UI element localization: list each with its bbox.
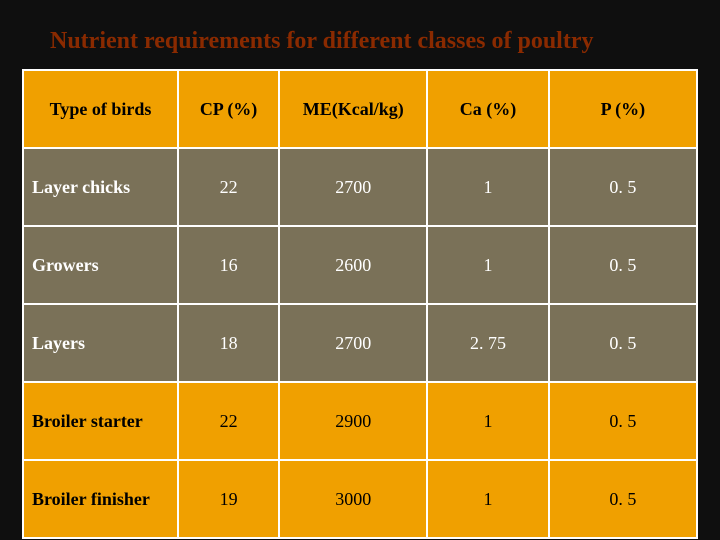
col-header: Type of birds: [23, 70, 178, 148]
cell-cp: 22: [178, 148, 279, 226]
col-header: Ca (%): [427, 70, 548, 148]
cell-me: 2600: [279, 226, 427, 304]
table-row: Broiler finisher 19 3000 1 0. 5: [23, 460, 697, 538]
cell-cp: 19: [178, 460, 279, 538]
cell-ca: 1: [427, 226, 548, 304]
slide-title: Nutrient requirements for different clas…: [50, 28, 698, 55]
cell-type: Layers: [23, 304, 178, 382]
cell-cp: 18: [178, 304, 279, 382]
cell-ca: 1: [427, 460, 548, 538]
cell-p: 0. 5: [549, 304, 697, 382]
cell-type: Growers: [23, 226, 178, 304]
table-header-row: Type of birds CP (%) ME(Kcal/kg) Ca (%) …: [23, 70, 697, 148]
cell-cp: 16: [178, 226, 279, 304]
cell-type: Broiler starter: [23, 382, 178, 460]
cell-p: 0. 5: [549, 148, 697, 226]
cell-p: 0. 5: [549, 460, 697, 538]
table-body: Layer chicks 22 2700 1 0. 5 Growers 16 2…: [23, 148, 697, 538]
cell-cp: 22: [178, 382, 279, 460]
table-row: Layers 18 2700 2. 75 0. 5: [23, 304, 697, 382]
cell-type: Broiler finisher: [23, 460, 178, 538]
col-header: P (%): [549, 70, 697, 148]
cell-me: 3000: [279, 460, 427, 538]
cell-ca: 1: [427, 382, 548, 460]
cell-me: 2700: [279, 304, 427, 382]
col-header: CP (%): [178, 70, 279, 148]
table-row: Growers 16 2600 1 0. 5: [23, 226, 697, 304]
cell-ca: 1: [427, 148, 548, 226]
nutrient-table: Type of birds CP (%) ME(Kcal/kg) Ca (%) …: [22, 69, 698, 539]
cell-me: 2700: [279, 148, 427, 226]
col-header: ME(Kcal/kg): [279, 70, 427, 148]
slide: Nutrient requirements for different clas…: [0, 0, 720, 540]
table-row: Broiler starter 22 2900 1 0. 5: [23, 382, 697, 460]
cell-type: Layer chicks: [23, 148, 178, 226]
table-row: Layer chicks 22 2700 1 0. 5: [23, 148, 697, 226]
cell-p: 0. 5: [549, 226, 697, 304]
cell-ca: 2. 75: [427, 304, 548, 382]
cell-me: 2900: [279, 382, 427, 460]
cell-p: 0. 5: [549, 382, 697, 460]
